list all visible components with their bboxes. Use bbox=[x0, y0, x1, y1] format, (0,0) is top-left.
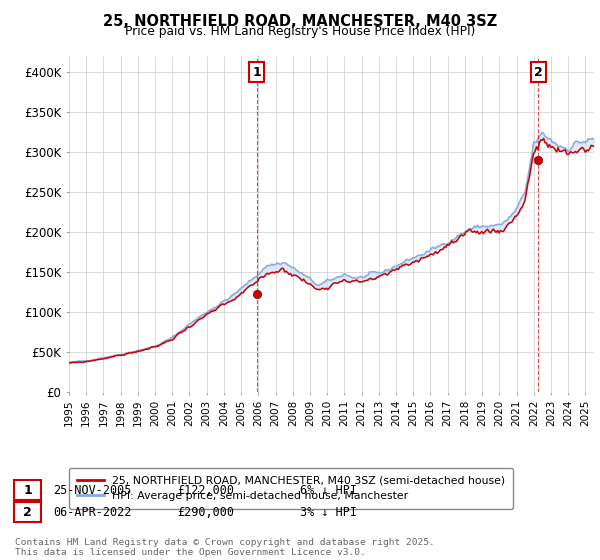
Text: 25, NORTHFIELD ROAD, MANCHESTER, M40 3SZ: 25, NORTHFIELD ROAD, MANCHESTER, M40 3SZ bbox=[103, 14, 497, 29]
Text: 3% ↓ HPI: 3% ↓ HPI bbox=[300, 506, 357, 519]
Legend: 25, NORTHFIELD ROAD, MANCHESTER, M40 3SZ (semi-detached house), HPI: Average pri: 25, NORTHFIELD ROAD, MANCHESTER, M40 3SZ… bbox=[69, 468, 513, 508]
Text: Price paid vs. HM Land Registry's House Price Index (HPI): Price paid vs. HM Land Registry's House … bbox=[125, 25, 475, 38]
Text: 1: 1 bbox=[23, 483, 32, 497]
Text: £122,000: £122,000 bbox=[177, 483, 234, 497]
Text: £290,000: £290,000 bbox=[177, 506, 234, 519]
Text: 2: 2 bbox=[23, 506, 32, 519]
Text: 2: 2 bbox=[534, 66, 543, 78]
Text: Contains HM Land Registry data © Crown copyright and database right 2025.
This d: Contains HM Land Registry data © Crown c… bbox=[15, 538, 435, 557]
Text: 06-APR-2022: 06-APR-2022 bbox=[53, 506, 131, 519]
Text: 6% ↓ HPI: 6% ↓ HPI bbox=[300, 483, 357, 497]
Text: 1: 1 bbox=[252, 66, 261, 78]
Text: 25-NOV-2005: 25-NOV-2005 bbox=[53, 483, 131, 497]
